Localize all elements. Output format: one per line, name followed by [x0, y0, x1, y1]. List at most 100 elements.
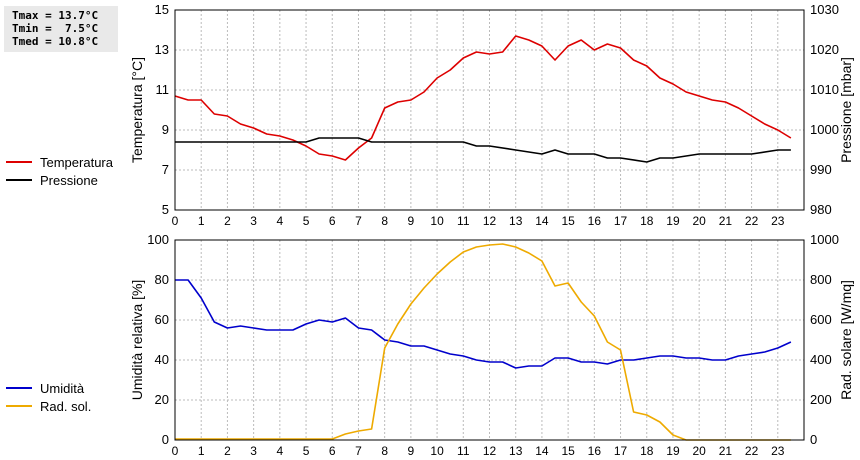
x-tick-label: 22 — [745, 444, 759, 458]
y-tick-label: 100 — [147, 232, 169, 247]
x-tick-label: 16 — [588, 444, 602, 458]
y2-tick-label: 1030 — [810, 2, 839, 17]
y2-tick-label: 1000 — [810, 232, 839, 247]
x-tick-label: 23 — [771, 444, 785, 458]
x-tick-label: 11 — [457, 214, 470, 228]
y2-axis-title: Rad. solare [W/mq] — [838, 280, 854, 400]
x-tick-label: 17 — [614, 214, 628, 228]
x-tick-label: 1 — [198, 214, 205, 228]
legend-label-rad-sol: Rad. sol. — [40, 398, 92, 414]
tmin-label: Tmin = 7.5°C — [12, 22, 99, 35]
x-tick-label: 12 — [483, 444, 497, 458]
plot-frame — [174, 9, 805, 211]
legend-item-umidita: Umidità — [6, 379, 91, 397]
x-tick-label: 0 — [172, 214, 179, 228]
y-tick-label: 40 — [155, 352, 169, 367]
y-tick-label: 80 — [155, 272, 169, 287]
x-tick-label: 0 — [172, 444, 179, 458]
y-tick-label: 7 — [162, 162, 169, 177]
y-axis-title: Umidità relativa [%] — [129, 280, 145, 401]
plot-frame — [174, 239, 805, 441]
y-tick-label: 15 — [155, 2, 169, 17]
x-tick-label: 15 — [561, 444, 575, 458]
x-tick-label: 7 — [355, 214, 362, 228]
x-tick-label: 10 — [430, 444, 444, 458]
x-tick-label: 9 — [408, 444, 415, 458]
x-tick-label: 19 — [666, 444, 680, 458]
y-tick-label: 60 — [155, 312, 169, 327]
tmax-label: Tmax = 13.7°C — [12, 9, 99, 22]
series-line-rad-sol — [175, 243, 791, 441]
y-axis-title: Temperatura [°C] — [129, 57, 145, 163]
chart-panel-1: 0 1 2 3 4 5 6 7 8 9 10 11 12 13 14 15 16 17 18 19 20 21 22 2357… — [129, 2, 854, 228]
x-tick-label: 17 — [614, 444, 628, 458]
x-tick-label: 19 — [666, 214, 680, 228]
x-tick-label: 3 — [250, 444, 257, 458]
chart-panel-2: 0 1 2 3 4 5 6 7 8 9 10 11 12 13 14 15 16 17 18 19 20 21 22 2302… — [129, 232, 854, 458]
x-tick-label: 2 — [224, 214, 231, 228]
x-tick-label: 5 — [303, 214, 310, 228]
x-tick-label: 3 — [250, 214, 257, 228]
y2-tick-label: 980 — [810, 202, 832, 217]
x-tick-label: 18 — [640, 444, 654, 458]
x-tick-label: 9 — [408, 214, 415, 228]
x-tick-label: 8 — [381, 444, 388, 458]
legend-swatch-temperatura — [6, 161, 32, 163]
legend-label-temperatura: Temperatura — [40, 154, 113, 170]
y2-tick-label: 1000 — [810, 122, 839, 137]
y-tick-label: 0 — [162, 432, 169, 447]
x-tick-label: 14 — [535, 444, 549, 458]
legend-item-rad-sol: Rad. sol. — [6, 397, 91, 415]
x-tick-label: 20 — [692, 444, 706, 458]
legend-item-pressione: Pressione — [6, 171, 113, 189]
x-tick-label: 13 — [509, 444, 523, 458]
x-tick-label: 5 — [303, 444, 310, 458]
legend-bottom: Umidità Rad. sol. — [6, 379, 91, 415]
x-tick-label: 7 — [355, 444, 362, 458]
y2-tick-label: 800 — [810, 272, 832, 287]
legend-swatch-rad-sol — [6, 405, 32, 407]
legend-label-pressione: Pressione — [40, 172, 98, 188]
legend-top: Temperatura Pressione — [6, 153, 113, 189]
x-tick-label: 14 — [535, 214, 549, 228]
x-tick-label: 18 — [640, 214, 654, 228]
x-tick-label: 16 — [588, 214, 602, 228]
series-line-temperatura — [174, 35, 792, 161]
x-tick-label: 21 — [719, 214, 733, 228]
legend-item-temperatura: Temperatura — [6, 153, 113, 171]
x-tick-label: 1 — [198, 444, 205, 458]
y-tick-label: 11 — [156, 82, 170, 97]
legend-label-umidita: Umidità — [40, 380, 85, 396]
x-tick-label: 8 — [381, 214, 388, 228]
y-tick-label: 13 — [155, 42, 169, 57]
y-tick-label: 20 — [155, 392, 169, 407]
y2-tick-label: 0 — [810, 432, 817, 447]
y-tick-label: 9 — [162, 122, 169, 137]
y2-tick-label: 200 — [810, 392, 832, 407]
y2-tick-label: 600 — [810, 312, 832, 327]
stats-box: Tmax = 13.7°C Tmin = 7.5°C Tmed = 10.8°C — [4, 6, 118, 52]
x-tick-label: 20 — [692, 214, 706, 228]
legend-swatch-pressione — [6, 179, 32, 181]
x-tick-label: 6 — [329, 214, 336, 228]
y2-tick-label: 1010 — [810, 82, 839, 97]
x-tick-label: 15 — [561, 214, 575, 228]
tmed-label: Tmed = 10.8°C — [12, 35, 99, 48]
x-tick-label: 4 — [276, 444, 283, 458]
y-tick-label: 5 — [162, 202, 169, 217]
x-tick-label: 2 — [224, 444, 231, 458]
x-tick-label: 22 — [745, 214, 759, 228]
x-tick-label: 4 — [276, 214, 283, 228]
x-tick-label: 21 — [719, 444, 733, 458]
x-tick-label: 13 — [509, 214, 523, 228]
legend-swatch-umidita — [6, 387, 32, 389]
x-tick-label: 10 — [430, 214, 444, 228]
x-tick-label: 11 — [457, 444, 470, 458]
series-line-pressione — [175, 137, 791, 163]
y2-axis-title: Pressione [mbar] — [838, 57, 854, 163]
y2-tick-label: 990 — [810, 162, 832, 177]
series-line-umidit — [175, 279, 792, 369]
y2-tick-label: 400 — [810, 352, 832, 367]
x-tick-label: 6 — [329, 444, 336, 458]
